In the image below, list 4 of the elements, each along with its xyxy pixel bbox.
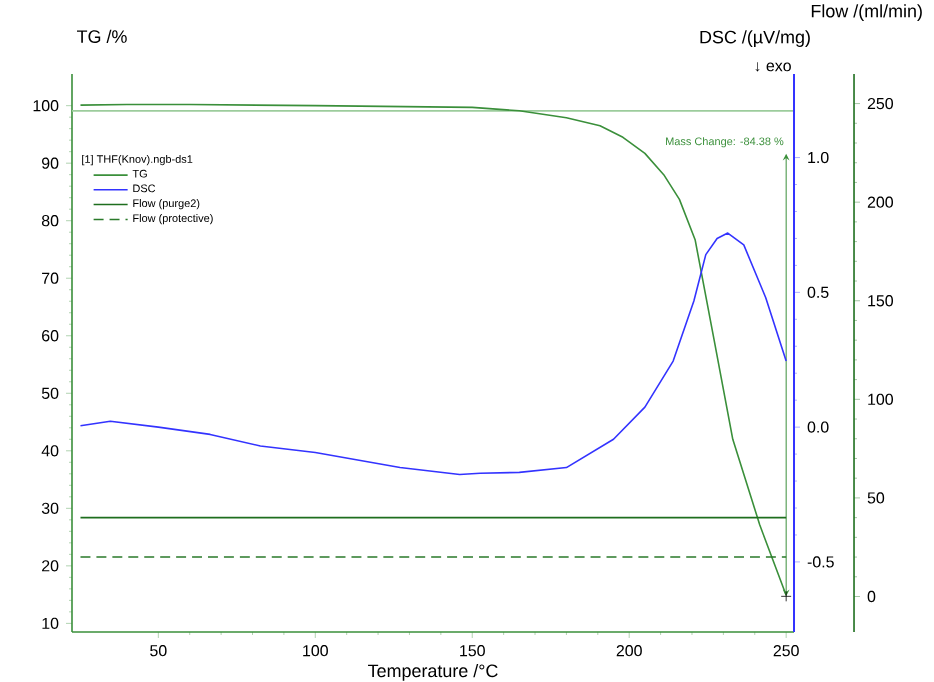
y3-axis-title: Flow /(ml/min) — [811, 4, 922, 21]
y2-axis-title: DSC /(µV/mg) — [700, 30, 810, 47]
x-axis-title: Temperature /°C — [368, 664, 498, 681]
y-axis-title: TG /% — [77, 29, 127, 43]
